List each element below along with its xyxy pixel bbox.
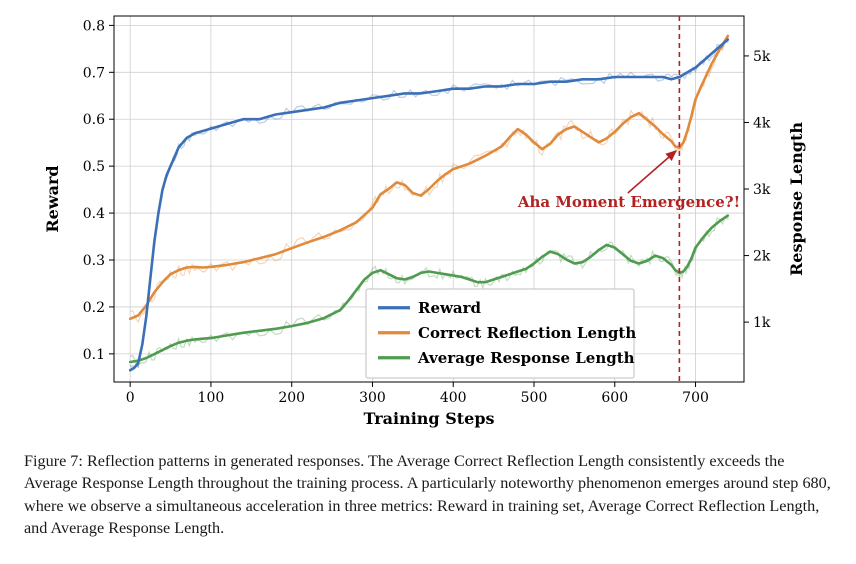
svg-text:Correct Reflection Length: Correct Reflection Length <box>418 324 636 342</box>
svg-text:5k: 5k <box>753 49 771 65</box>
figure-caption: Figure 7: Reflection patterns in generat… <box>24 450 832 539</box>
y-left-axis-label: Reward <box>43 165 62 232</box>
svg-text:700: 700 <box>682 390 709 406</box>
line-chart: 0 100 200 300 400 500 600 700 Training Steps 0.1 0… <box>40 6 816 434</box>
svg-text:0.3: 0.3 <box>83 253 105 269</box>
svg-text:0: 0 <box>126 390 135 406</box>
svg-text:400: 400 <box>440 390 467 406</box>
svg-text:500: 500 <box>521 390 548 406</box>
svg-text:0.2: 0.2 <box>83 300 105 316</box>
svg-text:2k: 2k <box>753 249 771 265</box>
svg-text:200: 200 <box>278 390 305 406</box>
svg-text:3k: 3k <box>753 182 771 198</box>
svg-text:0.5: 0.5 <box>83 159 105 175</box>
svg-text:0.8: 0.8 <box>83 18 105 34</box>
y-right-axis-label: Response Length <box>787 122 806 276</box>
svg-text:0.6: 0.6 <box>83 112 105 128</box>
svg-text:600: 600 <box>601 390 628 406</box>
chart-container: 0 100 200 300 400 500 600 700 Training Steps 0.1 0… <box>40 6 816 434</box>
aha-annotation: Aha Moment Emergence?! <box>517 193 740 211</box>
svg-text:0.1: 0.1 <box>83 347 105 363</box>
svg-text:1k: 1k <box>753 315 771 331</box>
caption-label: Figure 7: <box>24 452 83 470</box>
svg-text:Average Response Length: Average Response Length <box>417 349 635 367</box>
svg-text:4k: 4k <box>753 115 771 131</box>
svg-text:0.7: 0.7 <box>83 65 105 81</box>
svg-text:0.4: 0.4 <box>83 206 105 222</box>
caption-text: Reflection patterns in generated respons… <box>24 452 831 537</box>
svg-text:Reward: Reward <box>418 299 482 317</box>
legend: Reward Correct Reflection Length Average R… <box>366 289 636 378</box>
figure-page: 0 100 200 300 400 500 600 700 Training Steps 0.1 0… <box>0 0 856 564</box>
svg-text:300: 300 <box>359 390 386 406</box>
svg-text:100: 100 <box>198 390 225 406</box>
x-axis-label: Training Steps <box>363 409 494 428</box>
